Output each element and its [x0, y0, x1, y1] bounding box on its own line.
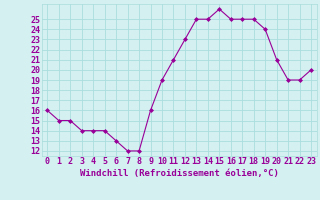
X-axis label: Windchill (Refroidissement éolien,°C): Windchill (Refroidissement éolien,°C): [80, 169, 279, 178]
